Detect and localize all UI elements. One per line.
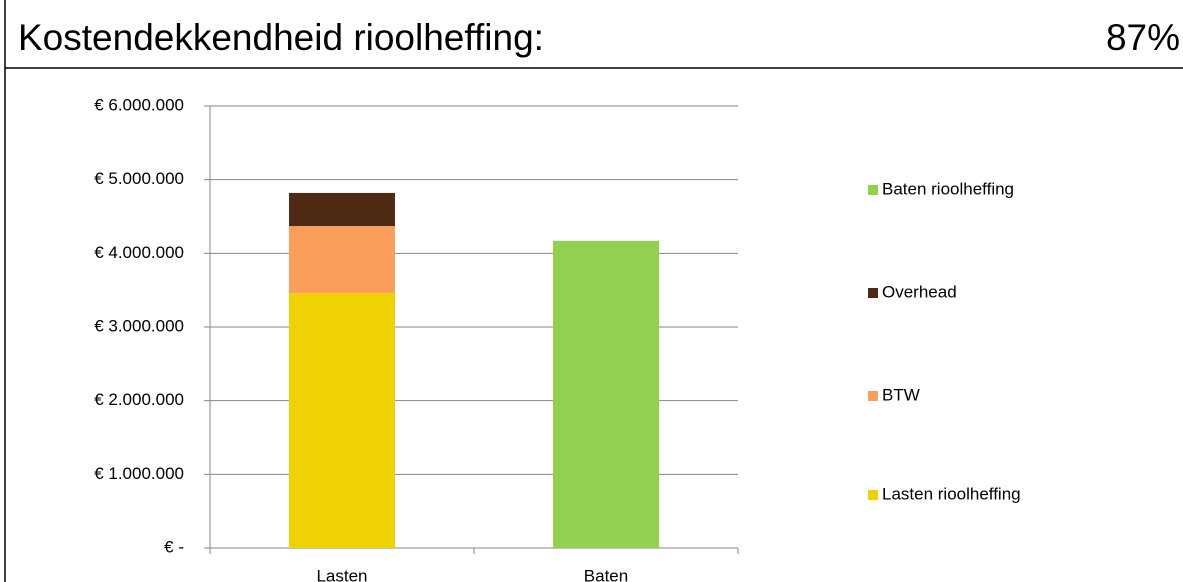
x-tick-label: Lasten xyxy=(316,566,367,582)
legend-label: Lasten rioolheffing xyxy=(882,484,1021,503)
bar-segment xyxy=(553,240,659,548)
legend-swatch xyxy=(868,185,878,195)
y-tick-label: € - xyxy=(164,537,184,556)
legend-swatch xyxy=(868,391,878,401)
y-tick-label: € 3.000.000 xyxy=(94,316,184,335)
y-tick-label: € 1.000.000 xyxy=(94,464,184,483)
y-tick-label: € 2.000.000 xyxy=(94,390,184,409)
legend-swatch xyxy=(868,490,878,500)
y-tick-label: € 5.000.000 xyxy=(94,169,184,188)
bar-segment xyxy=(289,226,395,294)
chart-title: Kostendekkendheid rioolheffing: xyxy=(18,17,544,58)
legend-label: Baten rioolheffing xyxy=(882,179,1014,198)
bar-segment xyxy=(289,293,395,548)
legend-label: BTW xyxy=(882,385,920,404)
y-tick-label: € 6.000.000 xyxy=(94,95,184,114)
legend-label: Overhead xyxy=(882,282,957,301)
y-tick-label: € 4.000.000 xyxy=(94,243,184,262)
bar-segment xyxy=(289,192,395,227)
legend-swatch xyxy=(868,288,878,298)
summary: 87% xyxy=(1106,17,1180,58)
x-tick-label: Baten xyxy=(584,566,628,582)
